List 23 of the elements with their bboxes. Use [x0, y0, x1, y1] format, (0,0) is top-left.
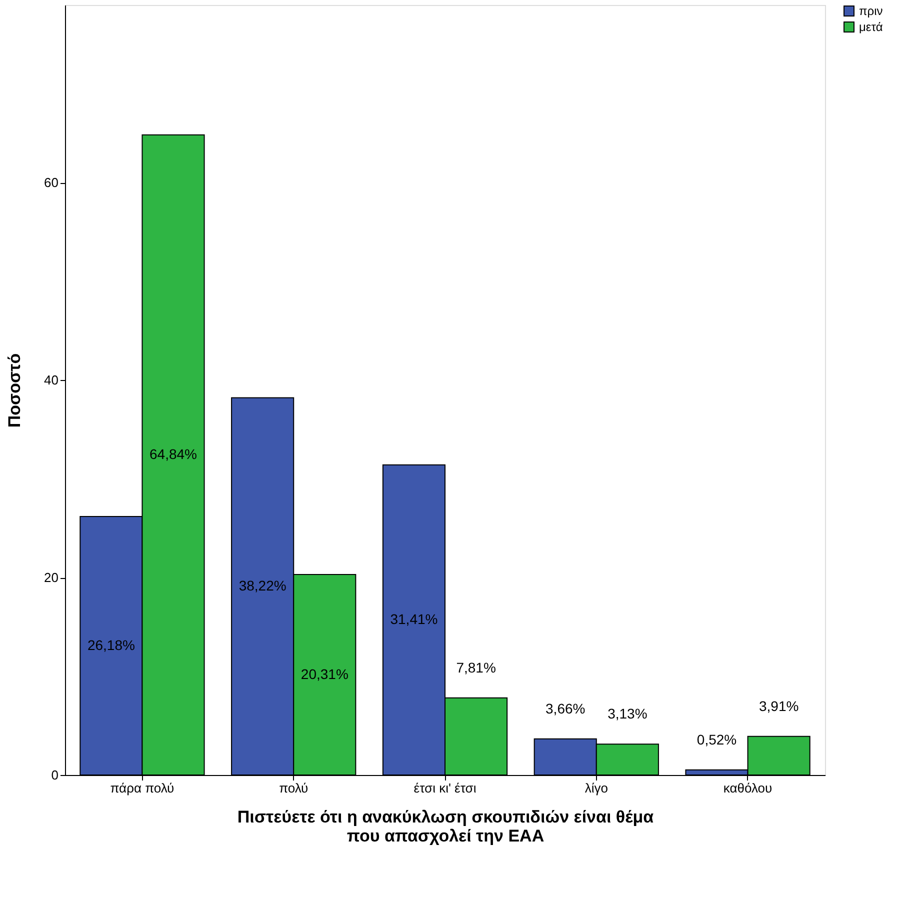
x-tick-label: έτσι κι' έτσι [414, 780, 476, 796]
data-label: 31,41% [390, 610, 438, 627]
legend-label: πριν [859, 4, 883, 18]
data-label: 3,66% [546, 700, 586, 716]
data-label: 38,22% [238, 577, 286, 594]
y-tick-label: 20 [44, 570, 58, 586]
legend-label: μετά [859, 20, 883, 34]
x-axis-title: Πιστεύετε ότι η ανακύκλωση σκουπιδιών είναι θέμα που απασχολεί την ΕΑΑ [237, 808, 654, 846]
x-tick-label: πάρα πολύ [110, 780, 174, 796]
data-label: 3,13% [608, 705, 648, 722]
data-label: 0,52% [696, 731, 737, 748]
data-label: 26,18% [87, 636, 135, 653]
y-tick-label: 60 [44, 175, 58, 190]
data-label: 3,91% [758, 698, 799, 714]
data-label: 20,31% [300, 666, 348, 682]
y-axis-title: Ποσοστό [5, 353, 24, 428]
x-tick-label: πολύ [279, 780, 308, 796]
data-label: 64,84% [150, 446, 197, 462]
x-tick-label: λίγο [584, 780, 608, 796]
y-tick-label: 0 [51, 768, 58, 782]
x-tick-label: καθόλου [723, 780, 772, 796]
y-tick-label: 40 [44, 372, 58, 388]
data-label: 7,81% [456, 659, 496, 676]
